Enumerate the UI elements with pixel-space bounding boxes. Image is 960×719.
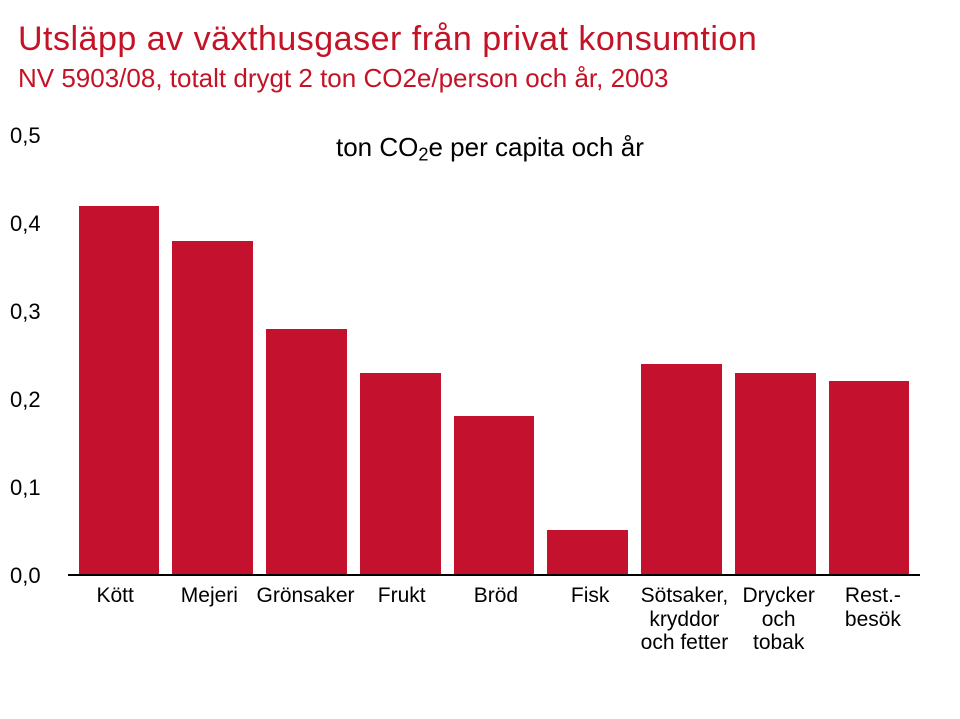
- x-tick-label: Fisk: [543, 580, 637, 676]
- bar: [454, 416, 535, 574]
- bar: [266, 329, 347, 574]
- bar-column: [166, 136, 260, 574]
- x-tick-label: Sötsaker,kryddoroch fetter: [637, 580, 731, 676]
- bar: [172, 241, 253, 574]
- x-tick-label: Mejeri: [162, 580, 256, 676]
- x-tick-label: Grönsaker: [257, 580, 355, 676]
- y-tick: 0,1: [10, 475, 58, 501]
- bar-column: [72, 136, 166, 574]
- y-tick: 0,4: [10, 211, 58, 237]
- page-subtitle: NV 5903/08, totalt drygt 2 ton CO2e/pers…: [10, 63, 932, 94]
- bar-column: [728, 136, 822, 574]
- bars-container: [68, 136, 920, 574]
- bar-column: [635, 136, 729, 574]
- y-tick: 0,5: [10, 123, 58, 149]
- plot-area: ton CO2e per capita och år: [68, 136, 920, 576]
- bar: [79, 206, 160, 574]
- bar-chart: 0,00,10,20,30,40,5 ton CO2e per capita o…: [10, 136, 932, 676]
- x-axis-labels: KöttMejeriGrönsakerFruktBrödFiskSötsaker…: [68, 580, 920, 676]
- y-tick: 0,3: [10, 299, 58, 325]
- x-tick-label: Frukt: [355, 580, 449, 676]
- bar: [735, 373, 816, 574]
- x-tick-label: Kött: [68, 580, 162, 676]
- y-tick: 0,2: [10, 387, 58, 413]
- y-tick: 0,0: [10, 563, 58, 589]
- bar-column: [541, 136, 635, 574]
- x-tick-label: Rest.-besök: [826, 580, 920, 676]
- x-tick-label: Bröd: [449, 580, 543, 676]
- bar-column: [822, 136, 916, 574]
- slide: Utsläpp av växthusgaser från privat kons…: [0, 0, 960, 719]
- bar: [829, 381, 910, 574]
- bar-column: [447, 136, 541, 574]
- bar-column: [260, 136, 354, 574]
- y-axis: 0,00,10,20,30,40,5: [10, 136, 68, 576]
- bar: [547, 530, 628, 574]
- page-title: Utsläpp av växthusgaser från privat kons…: [10, 20, 932, 59]
- bar-column: [353, 136, 447, 574]
- x-tick-label: Dryckerochtobak: [732, 580, 826, 676]
- bar: [360, 373, 441, 574]
- bar: [641, 364, 722, 574]
